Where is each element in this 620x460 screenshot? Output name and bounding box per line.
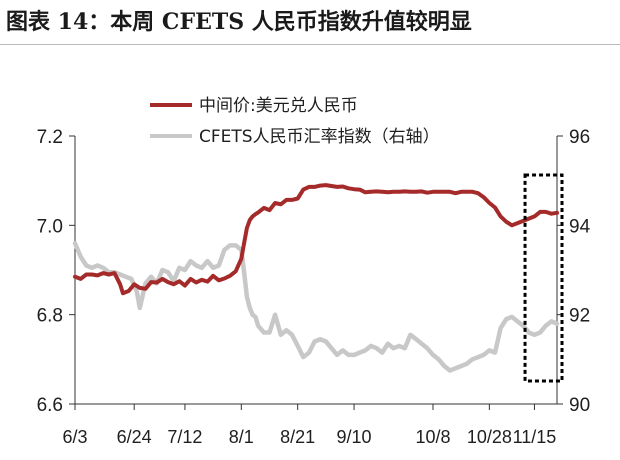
- figure-title: 图表 14：本周 CFETS 人民币指数升值较明显: [6, 9, 472, 35]
- x-axis-tick-label: 11/15: [513, 427, 557, 447]
- x-axis-tick-label: 8/21: [280, 427, 315, 447]
- highlight-dashed-box: [523, 173, 564, 383]
- x-axis-tick-label: 9/10: [337, 427, 372, 447]
- title-underline: [0, 44, 620, 45]
- x-axis-tick-label: 10/8: [415, 427, 450, 447]
- right-axis-tick-label: 94: [569, 216, 591, 237]
- cfets-index-line: [72, 240, 560, 373]
- legend-label-cfets: CFETS人民币汇率指数（右轴）: [199, 127, 440, 147]
- x-axis-tick-label: 8/1: [229, 427, 254, 447]
- left-axis-tick-label: 6.6: [37, 395, 63, 416]
- left-axis-tick-label: 7.0: [37, 216, 63, 237]
- x-axis-tick-label: 6/24: [117, 427, 152, 447]
- legend: 中间价:美元兑人民币 CFETS人民币汇率指数（右轴）: [150, 96, 440, 147]
- x-axis-tick-label: 7/12: [167, 427, 202, 447]
- right-axis-tick-label: 96: [569, 127, 590, 148]
- left-axis-tick-label: 7.2: [37, 127, 63, 148]
- axis-ticks: 6.6 6.8 7.0 7.2 90 92 94 96 6/3 6/24 7/12 8/1 8/21 9/…: [37, 127, 591, 447]
- legend-label-usdcny: 中间价:美元兑人民币: [199, 96, 358, 116]
- usdcny-midpoint-line: [73, 183, 559, 296]
- annotations: [523, 173, 564, 383]
- series-lines: [72, 183, 560, 373]
- right-axis-tick-label: 92: [569, 306, 590, 327]
- right-axis-tick-label: 90: [569, 395, 590, 416]
- x-axis-tick-label: 10/28: [467, 427, 512, 447]
- left-axis-tick-label: 6.8: [37, 306, 63, 327]
- x-axis-tick-label: 6/3: [62, 427, 87, 447]
